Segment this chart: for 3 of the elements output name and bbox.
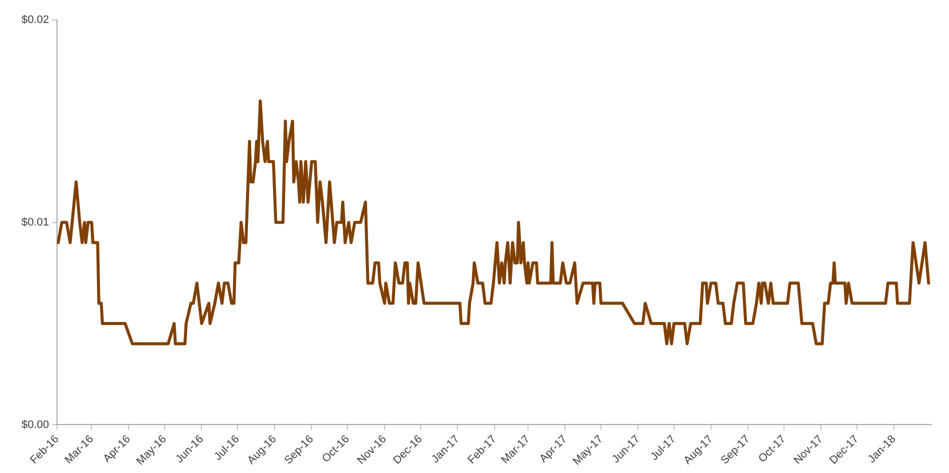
y-tick-label: $0.00 xyxy=(21,418,49,431)
y-tick-label: $0.01 xyxy=(21,216,49,228)
y-tick-label: $0.02 xyxy=(21,14,49,26)
